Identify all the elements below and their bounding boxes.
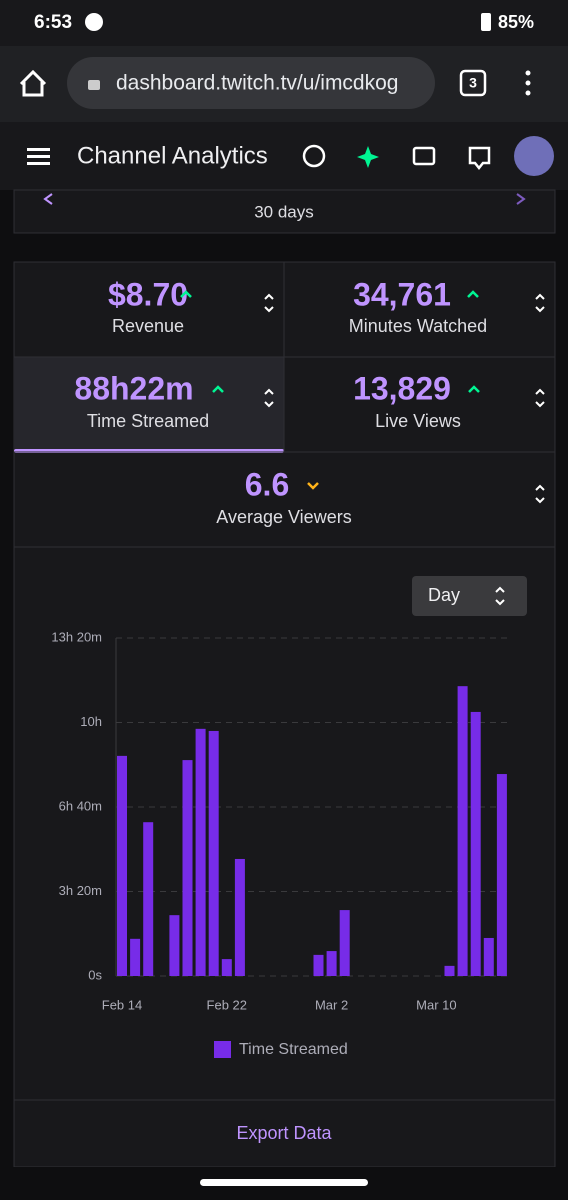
menu-button[interactable] xyxy=(525,70,531,96)
trend-down xyxy=(307,482,319,490)
avatar[interactable] xyxy=(514,136,554,176)
bar xyxy=(326,951,337,976)
trend-up xyxy=(180,290,480,393)
metric-value: 88h22m xyxy=(74,370,193,406)
bar xyxy=(195,728,206,976)
date-panel xyxy=(13,189,556,234)
y-tick-label: 13h 20m xyxy=(51,629,102,644)
interval-value: Day xyxy=(428,585,460,605)
bar xyxy=(313,954,324,976)
url: dashboard.twitch.tv/u/imcdkog xyxy=(116,72,398,95)
legend-label: Time Streamed xyxy=(239,1041,348,1058)
bar xyxy=(470,711,481,976)
export-button[interactable]: Export Data xyxy=(236,1123,332,1143)
legend-swatch xyxy=(214,1041,231,1058)
help-button[interactable] xyxy=(302,144,326,168)
y-tick-label: 3h 20m xyxy=(59,883,102,898)
bar xyxy=(169,915,180,976)
inbox-button[interactable] xyxy=(412,146,436,166)
bar xyxy=(221,959,232,976)
url-bar[interactable] xyxy=(67,57,435,109)
battery-level: 85% xyxy=(498,12,534,32)
bar xyxy=(339,910,350,976)
y-tick-label: 0s xyxy=(88,967,102,982)
tab-count: 3 xyxy=(469,75,477,91)
sparkle-button[interactable] xyxy=(357,146,379,168)
bar xyxy=(182,760,193,976)
y-tick-label: 6h 40m xyxy=(59,798,102,813)
bar xyxy=(143,822,154,976)
whispers-button[interactable] xyxy=(468,146,491,171)
home-indicator xyxy=(200,1179,368,1186)
battery-icon xyxy=(481,13,491,31)
metric-value: 34,761 xyxy=(353,276,451,312)
metric-value: 13,829 xyxy=(353,370,451,406)
interval-select[interactable] xyxy=(412,576,527,616)
bar xyxy=(444,965,455,976)
x-tick-label: Mar 10 xyxy=(416,997,456,1012)
bar xyxy=(208,730,219,976)
prev-range[interactable] xyxy=(43,193,53,205)
bar xyxy=(457,686,468,976)
metric-label: Minutes Watched xyxy=(349,316,487,336)
sort-toggle[interactable] xyxy=(264,293,545,504)
metric-label: Average Viewers xyxy=(216,507,351,527)
plot: 0s 3h 20m 6h 40m 10h 13h 20m Feb 14 Feb 22 Mar … xyxy=(51,629,512,1058)
metric-value: 6.6 xyxy=(245,466,289,502)
x-tick-label: Mar 2 xyxy=(315,997,348,1012)
x-tick-label: Feb 14 xyxy=(102,997,142,1012)
selected-metric[interactable] xyxy=(14,357,284,452)
bar xyxy=(496,774,507,976)
home-button[interactable] xyxy=(19,69,47,97)
select-arrows xyxy=(495,586,505,606)
hamburger[interactable] xyxy=(27,148,50,165)
x-tick-label: Feb 22 xyxy=(207,997,247,1012)
y-tick-label: 10h xyxy=(80,714,102,729)
next-range[interactable] xyxy=(516,193,526,205)
spotify-icon xyxy=(85,13,103,31)
page-title: Channel Analytics xyxy=(77,142,268,169)
lock-icon xyxy=(88,80,100,90)
metric-label: Live Views xyxy=(375,411,461,431)
bar xyxy=(483,937,494,976)
clock: 6:53 xyxy=(34,12,72,33)
app-header xyxy=(0,122,568,190)
tabs-button[interactable] xyxy=(459,69,487,97)
metric-label: Time Streamed xyxy=(87,411,209,431)
range-length: 30 days xyxy=(254,202,314,221)
metric-value: $8.70 xyxy=(108,276,188,312)
bar xyxy=(234,858,245,976)
bar xyxy=(117,755,127,976)
bar xyxy=(130,938,141,976)
metric-label: Revenue xyxy=(112,316,184,336)
